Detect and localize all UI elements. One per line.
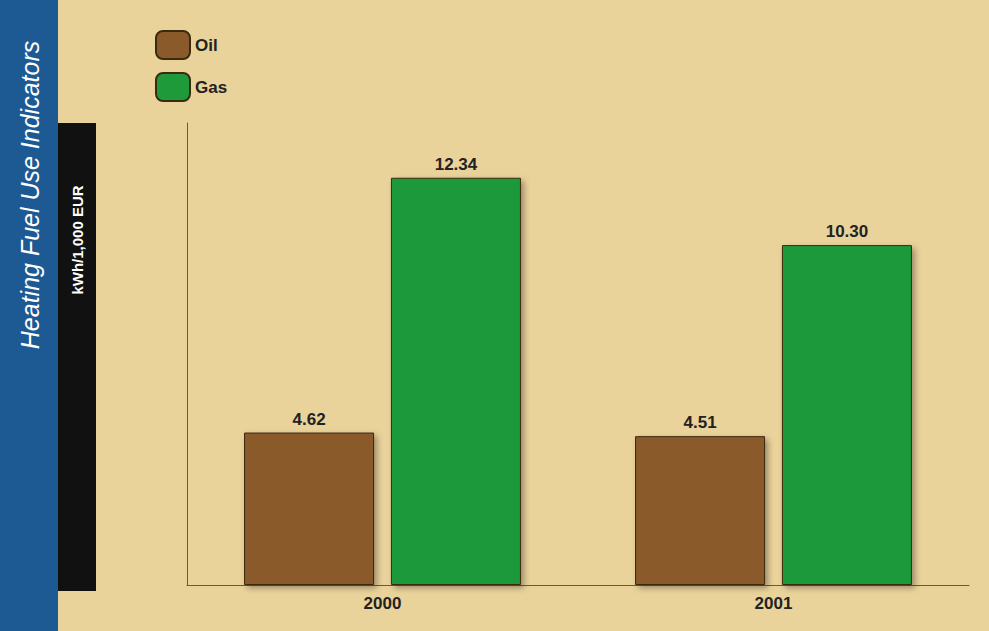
svg-text:2001: 2001 xyxy=(755,594,793,613)
svg-text:10.30: 10.30 xyxy=(826,222,869,241)
svg-text:4.51: 4.51 xyxy=(684,413,717,432)
svg-text:kWh/1,000 EUR: kWh/1,000 EUR xyxy=(69,185,86,294)
svg-text:12.34: 12.34 xyxy=(435,155,478,174)
svg-text:2000: 2000 xyxy=(364,594,402,613)
svg-text:4.62: 4.62 xyxy=(293,410,326,429)
svg-text:Oil: Oil xyxy=(195,36,218,55)
svg-text:Gas: Gas xyxy=(195,78,227,97)
svg-text:Heating Fuel Use Indicators: Heating Fuel Use Indicators xyxy=(16,41,44,349)
